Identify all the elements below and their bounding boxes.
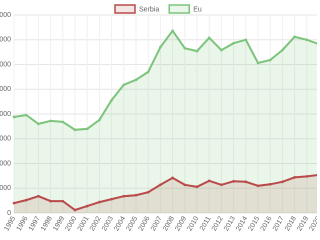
line — [13, 29, 317, 131]
x-tick-label: 2017 — [272, 215, 286, 232]
point — [12, 115, 16, 119]
point — [268, 182, 272, 186]
x-tick-label: 1999 — [52, 215, 66, 232]
point — [171, 29, 174, 33]
x-tick-label: 2001 — [77, 215, 91, 232]
point — [98, 118, 101, 122]
point — [159, 45, 162, 49]
point — [183, 46, 187, 50]
legend-swatch — [114, 4, 136, 14]
y-tick-label: 0 — [7, 210, 11, 217]
point — [183, 183, 187, 187]
x-tick-label: 2009 — [174, 215, 188, 232]
point — [146, 70, 150, 74]
point — [110, 98, 113, 102]
x-tick-label: 2007 — [150, 215, 164, 232]
point — [37, 122, 40, 126]
x-tick-label: 1997 — [28, 215, 42, 232]
point — [61, 120, 65, 124]
x-tick-label: 1995 — [3, 215, 17, 232]
point — [73, 128, 77, 132]
point — [61, 199, 65, 203]
area — [14, 30, 317, 213]
x-tick-label: 2006 — [138, 215, 152, 232]
point — [281, 180, 284, 184]
point — [134, 193, 138, 197]
point — [49, 119, 52, 123]
point — [232, 180, 235, 183]
y-tick-label: 10000 — [0, 160, 11, 167]
x-tick-label: 2004 — [113, 215, 127, 232]
point — [244, 38, 248, 42]
x-tick-label: 2016 — [260, 215, 274, 232]
point — [232, 41, 235, 45]
point — [73, 208, 77, 212]
x-tick-label: 2020 — [308, 215, 317, 232]
x-tick-label: 2005 — [125, 215, 139, 232]
x-tick-label: 2012 — [211, 215, 225, 232]
y-tick-label: 40000 — [0, 12, 11, 19]
point — [207, 36, 211, 40]
point — [110, 197, 113, 201]
point — [146, 190, 150, 194]
point — [244, 180, 248, 184]
line — [13, 174, 317, 212]
point — [24, 113, 28, 117]
point — [305, 175, 309, 178]
x-tick-label: 2000 — [64, 215, 78, 232]
y-tick-label: 5000 — [0, 185, 11, 192]
point — [12, 201, 16, 205]
point — [220, 48, 223, 52]
y-tick-label: 15000 — [0, 136, 11, 143]
point — [171, 176, 174, 180]
point — [37, 194, 40, 198]
point — [305, 38, 309, 42]
point — [85, 204, 89, 208]
point — [122, 194, 126, 198]
x-tick-label: 2003 — [101, 215, 115, 232]
y-tick-label: 35000 — [0, 37, 11, 44]
x-tick-label: 2008 — [162, 215, 176, 232]
x-tick-label: 1998 — [40, 215, 54, 232]
x-tick-label: 2015 — [247, 215, 261, 232]
y-tick-label: 25000 — [0, 86, 11, 93]
point — [85, 127, 89, 131]
x-tick-label: 2013 — [223, 215, 237, 232]
point — [24, 198, 28, 202]
point — [256, 61, 260, 65]
point — [134, 78, 138, 82]
x-tick-label: 2010 — [186, 215, 200, 232]
area — [14, 175, 317, 213]
point — [159, 183, 162, 187]
legend-swatch — [168, 4, 190, 14]
point — [122, 83, 126, 87]
point — [195, 185, 199, 189]
y-tick-label: 30000 — [0, 61, 11, 68]
x-tick-label: 2002 — [89, 215, 103, 232]
x-tick-label: 2018 — [284, 215, 298, 232]
point — [268, 58, 272, 62]
x-tick-label: 2014 — [235, 215, 249, 232]
x-tick-label: 2019 — [296, 215, 310, 232]
legend-label: Eu — [193, 6, 202, 13]
point — [98, 200, 101, 204]
point — [293, 176, 296, 179]
point — [281, 48, 284, 52]
point — [256, 184, 260, 188]
legend-label: Serbia — [139, 6, 159, 13]
x-tick-label: 1996 — [16, 215, 30, 232]
point — [207, 179, 211, 183]
point — [220, 183, 223, 187]
point — [293, 35, 296, 39]
y-tick-label: 20000 — [0, 111, 11, 118]
point — [49, 199, 52, 203]
point — [195, 49, 199, 53]
